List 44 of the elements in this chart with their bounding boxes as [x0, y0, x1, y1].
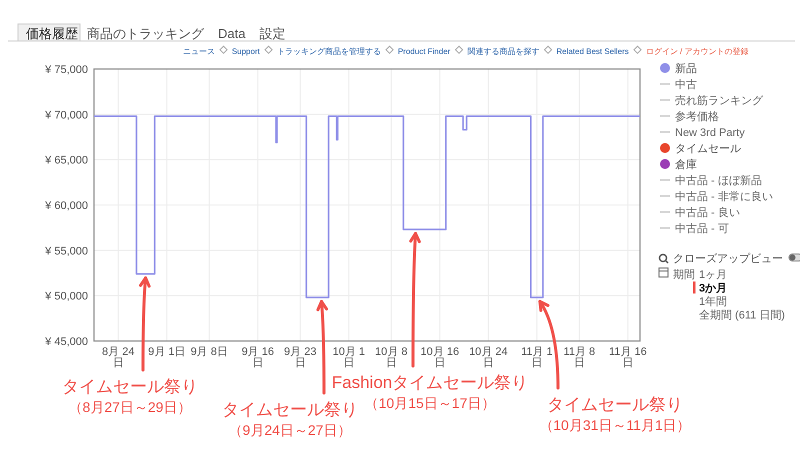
annotation: タイムセール祭り（9月24日～27日）: [222, 400, 358, 438]
x-tick-label: 9月 1日: [148, 346, 186, 358]
y-tick-label: ¥ 70,000: [44, 109, 88, 122]
text: 商品のトラッキング: [87, 26, 205, 41]
x-tick-label: 10月 1日: [332, 346, 366, 369]
x-tick-label: 10月 8日: [375, 346, 408, 369]
text: 価格履歴: [26, 26, 78, 41]
text: クローズアップビュー: [673, 252, 783, 265]
y-tick-label: ¥ 60,000: [44, 200, 88, 212]
text: 中古: [675, 79, 697, 91]
legend-label: 倉庫: [675, 158, 697, 171]
x-tick-label: 9月 23日: [284, 346, 316, 369]
text: 中古品 - 非常に良い: [675, 191, 773, 203]
legend-label: タイムセール: [675, 143, 741, 155]
text: 全期間 (611 日間): [699, 310, 785, 322]
text: 1年間: [699, 296, 728, 308]
text: 売れ筋ランキング: [675, 95, 763, 107]
text: 中古品 - 良い: [675, 207, 740, 219]
annotation: タイムセール祭り（10月31日～11月1日）: [539, 395, 691, 433]
y-tick-label: ¥ 50,000: [44, 290, 88, 303]
text: 参考価格: [675, 111, 719, 123]
links: ニュース Support トラッキング商品を管理する Product Finder 関連する商品を探す Related Best Sellers ログイン / アカウントの登録: [182, 46, 748, 56]
x-tick-label: 10月 24日: [469, 346, 508, 369]
y-tick-label: ¥ 65,000: [44, 154, 88, 167]
annotation: タイムセール祭り（8月27日～29日）: [62, 377, 198, 415]
text: 1ヶ月: [699, 269, 728, 281]
x-tick-label: 10月 16日: [420, 346, 460, 369]
y-tick-label: ¥ 75,000: [44, 64, 88, 76]
x-tick-label: 11月 16日: [609, 346, 647, 369]
x-tick-label: 9月 16日: [242, 346, 274, 369]
text: 中古品 - ほぼ新品: [675, 175, 762, 187]
x-tick-label: 11月 8日: [564, 346, 596, 369]
text: 中古品 - 可: [675, 223, 729, 235]
legend-label: 新品: [675, 62, 697, 75]
x-tick-label: 11月 1日: [521, 346, 553, 369]
x-tick-label: 9月 8日: [190, 346, 228, 358]
text: New 3rd Party: [675, 127, 745, 139]
y-tick-label: ¥ 45,000: [44, 336, 88, 348]
text: 期間: [673, 269, 695, 281]
text: 3か月: [699, 282, 728, 294]
text: 設定: [259, 26, 286, 41]
x-tick-label: 8月 24日: [102, 346, 134, 369]
y-tick-label: ¥ 55,000: [44, 245, 88, 258]
text: Data: [218, 26, 246, 41]
